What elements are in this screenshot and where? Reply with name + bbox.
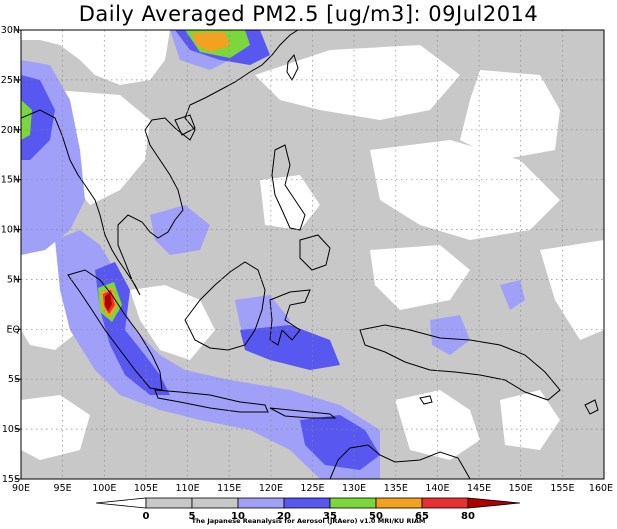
low-area-java-sea-west [130, 285, 215, 360]
low-area-pacific-east [540, 240, 604, 340]
latitude-labels: 30N 25N 20N 15N 10N 5N EQ 5S 10S 15S [1, 25, 20, 485]
credit-text: The Japanese Reanalysis for Aerosol (JRA… [191, 517, 426, 525]
lon-label: 125E [300, 483, 324, 494]
lat-label: 30N [1, 25, 20, 36]
vh-area-west [21, 100, 32, 140]
mindanao-island [299, 234, 331, 271]
luzon-island [271, 144, 306, 231]
lon-label: 155E [550, 483, 574, 494]
asia-coastline [21, 30, 299, 296]
lon-label: 95E [54, 483, 72, 494]
low-area-indian-ocean [21, 395, 90, 460]
longitude-labels: 90E 95E 100E 105E 110E 115E 120E 125E 13… [12, 483, 613, 494]
mod-area-new-guinea [430, 315, 470, 355]
lat-label: 20N [1, 125, 20, 136]
low-area-philippine-sea [370, 140, 560, 240]
low-area-pacific-north [460, 70, 560, 160]
low-concentration-areas [21, 30, 604, 460]
lon-label: 110E [176, 483, 200, 494]
colorbar-labels: 0 5 10 20 35 50 65 80 [143, 511, 475, 522]
colorbar-label: 80 [461, 511, 475, 522]
low-area-north [21, 30, 170, 85]
colorbar-label: 20 [277, 511, 291, 522]
lon-label: 115E [217, 483, 241, 494]
colorbar-segment [191, 497, 239, 509]
colorbar-label: 50 [369, 511, 383, 522]
colorbar-segment [467, 497, 521, 509]
lon-label: 105E [134, 483, 158, 494]
lat-label: 5S [8, 374, 20, 385]
map-frame [20, 29, 605, 480]
low-area-south-china-sea-north [255, 45, 460, 120]
lon-label: 150E [509, 483, 533, 494]
lon-label: 135E [384, 483, 408, 494]
high-area-bay-bengal [21, 75, 55, 160]
high-area-java-sea [240, 325, 340, 370]
lon-label: 120E [259, 483, 283, 494]
coastlines [21, 30, 599, 479]
colorbar-label: 5 [189, 511, 196, 522]
gridlines [21, 30, 604, 479]
colorbar-label: 0 [143, 511, 150, 522]
lon-label: 130E [342, 483, 366, 494]
lon-label: 100E [92, 483, 116, 494]
australia-coast [329, 444, 471, 479]
hainan-island [174, 114, 196, 136]
darkred-area-sumatra [105, 293, 112, 311]
lat-label: 25N [1, 75, 20, 86]
colorbar-segment [283, 497, 331, 509]
colorbar-segment [375, 497, 423, 509]
colorbar-segment [237, 497, 285, 509]
colorbar-label: 10 [231, 511, 245, 522]
sumatra-island [67, 269, 163, 391]
colorbar-segment [329, 497, 377, 509]
lon-label: 140E [425, 483, 449, 494]
colorbar-label: 35 [323, 511, 337, 522]
lat-label: 15S [2, 474, 20, 485]
lesser-sunda [269, 407, 337, 419]
high-area-timor [300, 415, 380, 470]
colorbar-segment [95, 497, 147, 509]
colorbar-segment [421, 497, 469, 509]
lat-label: 10S [2, 424, 20, 435]
lat-label: 10N [1, 225, 20, 236]
lat-label: 5N [7, 274, 20, 285]
colorbar-segment [145, 497, 193, 509]
map-title: Daily Averaged PM2.5 [ug/m3]: 09Jul2014 [78, 2, 539, 26]
map-area [21, 30, 604, 479]
lat-label: EQ [7, 324, 20, 335]
taiwan-island [286, 53, 299, 82]
java-island [154, 389, 269, 413]
colorbar: 0 5 10 20 35 50 65 80 [95, 497, 521, 522]
low-area-celebes-sea [370, 245, 470, 310]
lat-label: 15N [1, 175, 20, 186]
mod-area-gulf-thailand [150, 205, 210, 255]
lon-label: 145E [467, 483, 491, 494]
sulawesi-island [269, 289, 311, 346]
borneo-island [184, 261, 266, 351]
lon-label: 160E [589, 483, 613, 494]
new-guinea-island [359, 324, 561, 401]
lon-label: 90E [12, 483, 30, 494]
solomon-islands [584, 399, 599, 415]
mod-area-pacific-patch [500, 280, 525, 310]
tick-marks [15, 29, 21, 480]
colorbar-label: 65 [415, 511, 429, 522]
orange-area-china [192, 32, 230, 52]
small-island [419, 395, 433, 405]
low-area-coral-sea [500, 390, 560, 450]
